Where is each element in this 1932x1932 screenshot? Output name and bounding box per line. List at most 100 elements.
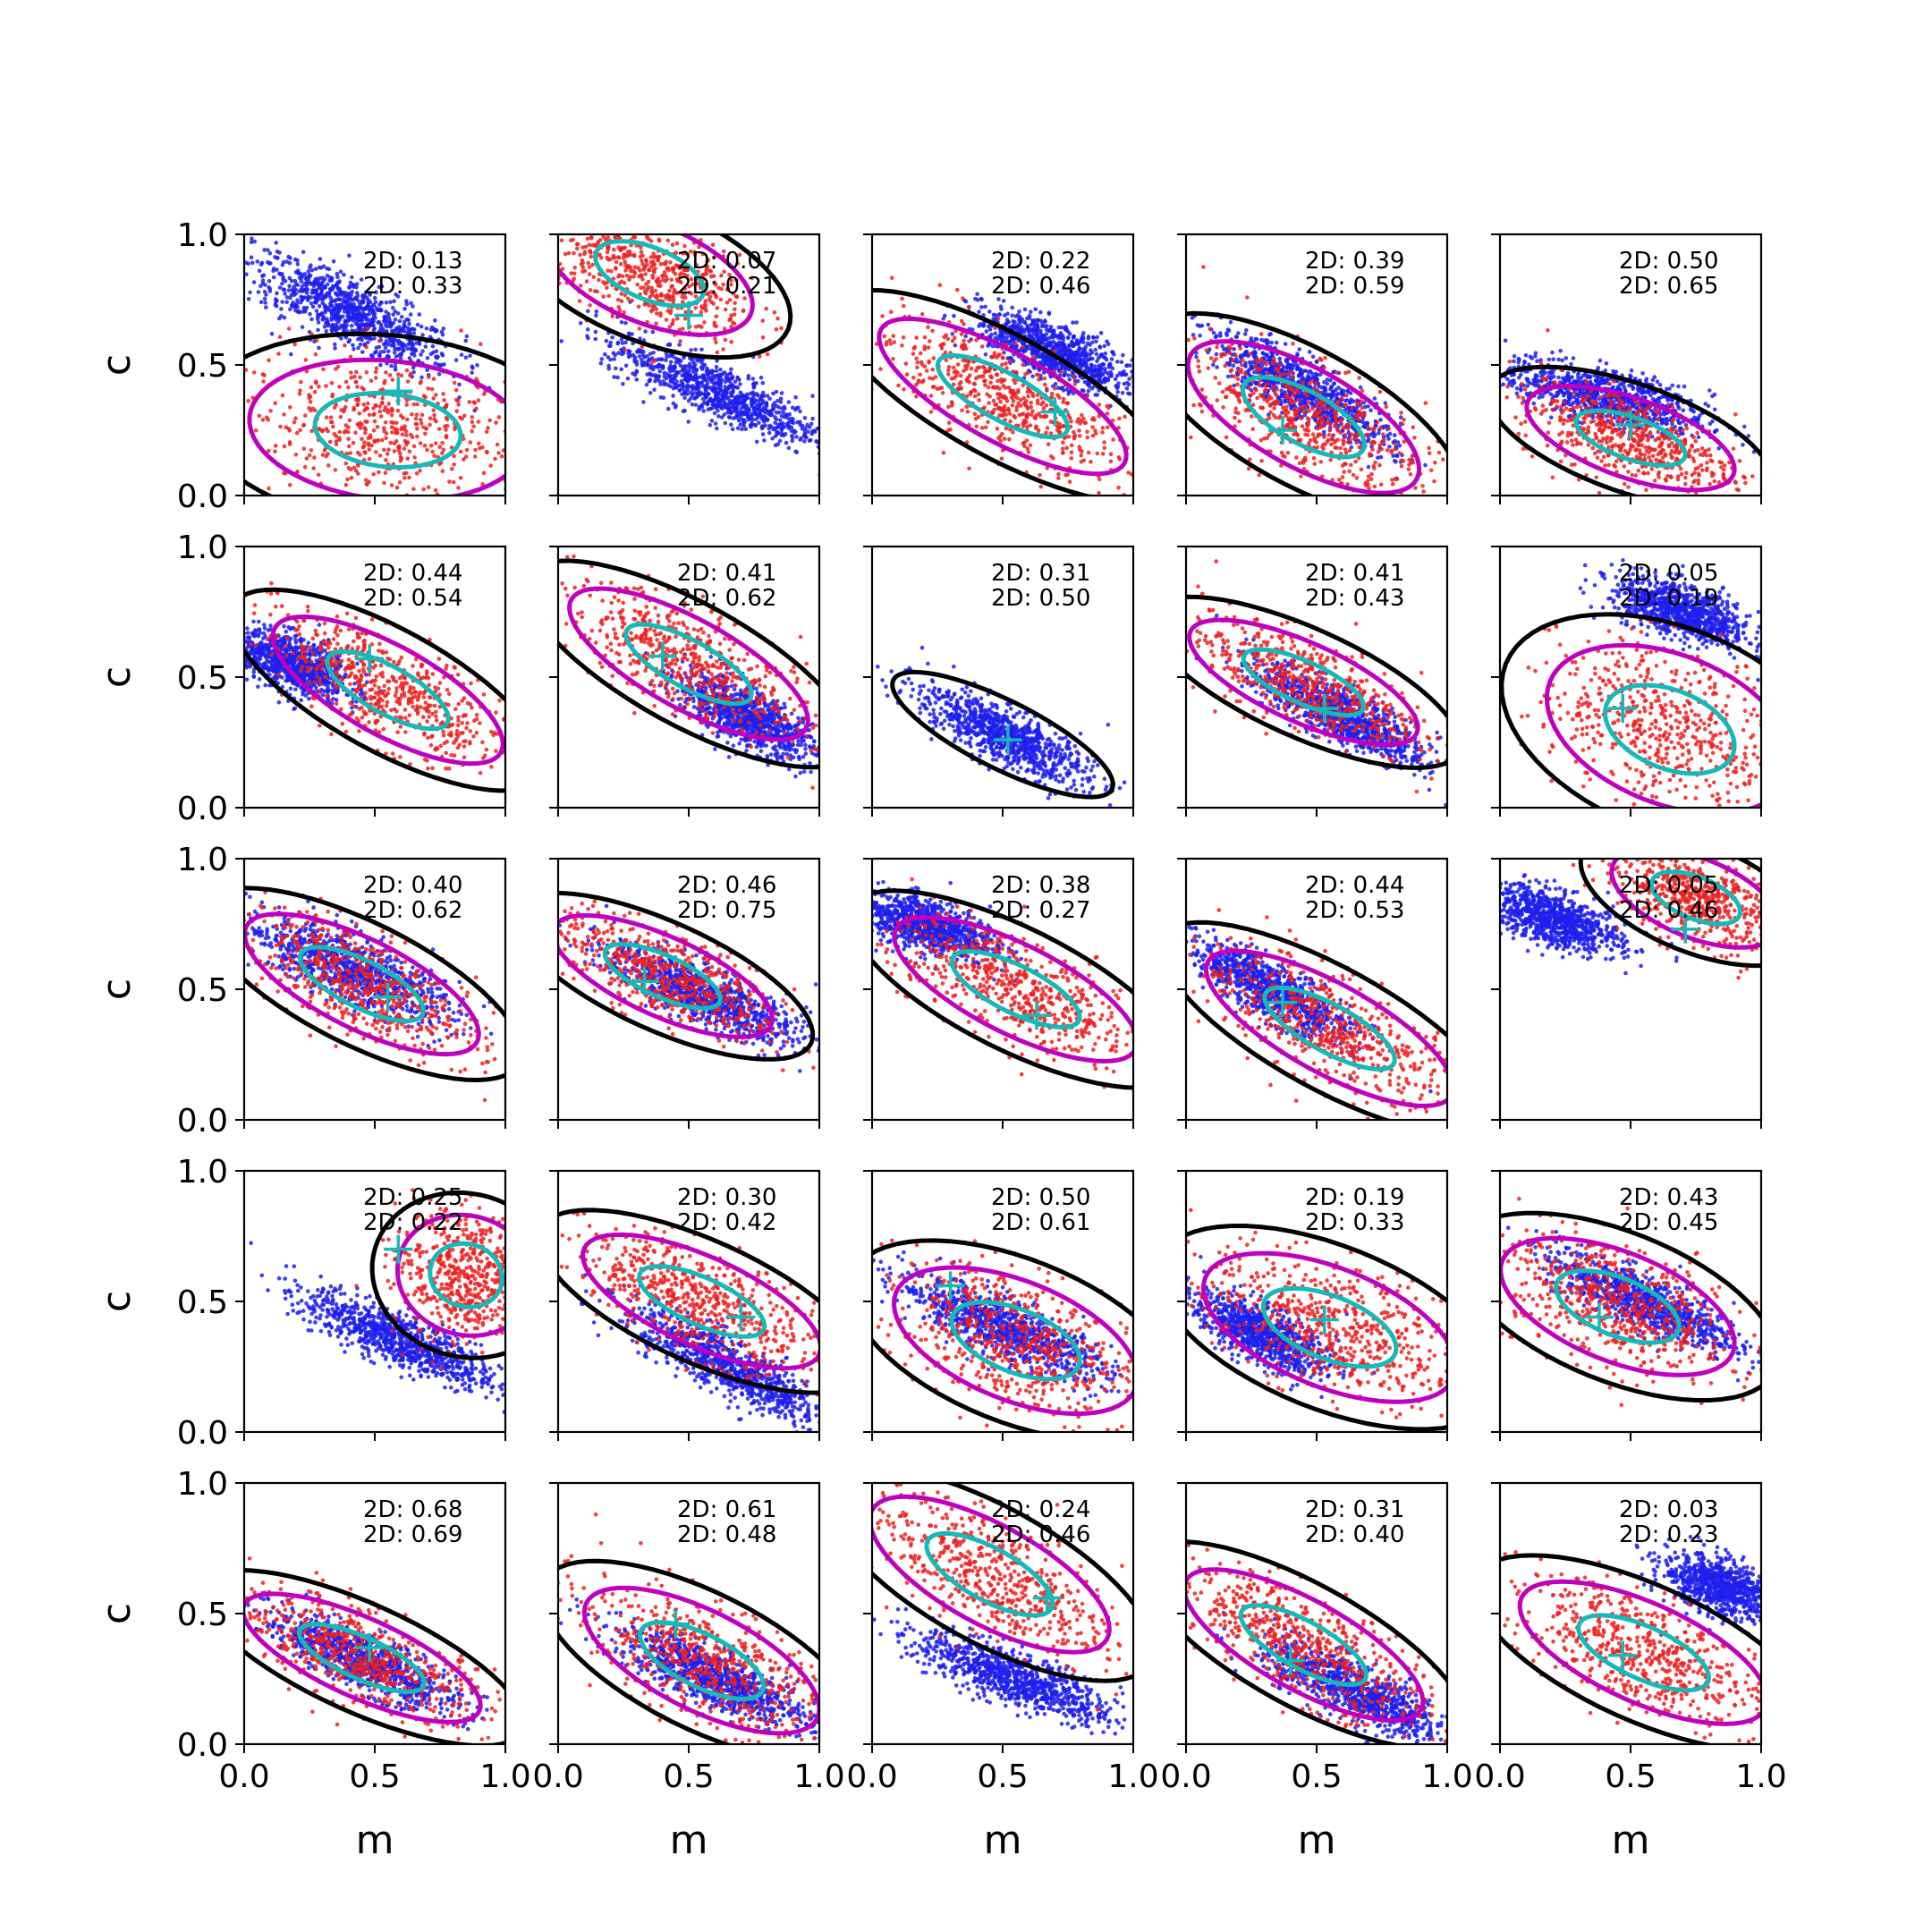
red-point <box>345 477 350 482</box>
blue-point <box>1280 411 1284 415</box>
red-point <box>953 335 957 341</box>
red-point <box>659 292 664 297</box>
red-point <box>729 313 733 318</box>
blue-point <box>1331 393 1335 398</box>
blue-point <box>1121 352 1125 358</box>
blue-point <box>292 257 298 262</box>
blue-point <box>779 428 784 432</box>
blue-point <box>981 323 986 328</box>
blue-point <box>612 375 616 379</box>
red-point <box>723 337 728 343</box>
blue-point <box>1081 336 1086 341</box>
red-point <box>462 457 466 462</box>
blue-point <box>374 290 378 295</box>
blue-point <box>796 405 801 411</box>
red-point <box>991 385 996 389</box>
blue-point <box>1242 332 1248 336</box>
red-point <box>944 333 949 338</box>
blue-point <box>345 295 350 301</box>
outer-contour <box>872 288 1133 496</box>
red-point <box>640 344 644 350</box>
blue-point <box>352 307 356 311</box>
red-point <box>419 420 424 426</box>
red-point <box>1004 412 1009 417</box>
blue-point <box>655 377 659 382</box>
red-point <box>674 241 680 246</box>
blue-point <box>356 326 361 331</box>
red-point <box>955 362 961 367</box>
blue-point <box>709 370 714 376</box>
blue-point <box>1181 316 1185 320</box>
red-point <box>487 418 492 423</box>
blue-point <box>324 329 329 334</box>
red-point <box>693 306 698 310</box>
red-point <box>1093 428 1097 433</box>
blue-point <box>1094 352 1099 357</box>
blue-point <box>681 383 685 388</box>
blue-point <box>706 372 710 377</box>
blue-point <box>644 382 649 387</box>
red-point <box>585 236 590 242</box>
blue-point <box>1033 307 1038 312</box>
red-point <box>1072 375 1076 380</box>
red-point <box>586 260 590 266</box>
blue-point <box>1376 455 1380 460</box>
blue-point <box>603 352 607 357</box>
red-point <box>919 360 924 365</box>
red-point <box>579 262 584 267</box>
blue-point <box>1100 361 1106 367</box>
red-point <box>246 398 250 403</box>
red-point <box>363 430 368 436</box>
red-point <box>389 406 394 411</box>
red-point <box>988 380 993 386</box>
blue-point <box>358 302 362 308</box>
red-point <box>967 466 971 471</box>
red-point <box>959 332 964 336</box>
blue-point <box>1052 344 1056 350</box>
blue-point <box>1091 369 1097 374</box>
red-point <box>589 234 594 240</box>
blue-point <box>643 329 648 334</box>
red-point <box>965 410 970 414</box>
blue-point <box>1010 343 1014 349</box>
red-point <box>948 428 953 432</box>
red-point <box>969 366 974 371</box>
red-point <box>697 244 701 250</box>
red-point <box>722 326 727 331</box>
red-point <box>382 480 386 486</box>
red-point <box>364 406 369 411</box>
red-point <box>697 324 701 328</box>
blue-point <box>402 329 407 334</box>
red-point <box>729 324 733 329</box>
red-point <box>432 412 436 418</box>
red-point <box>589 250 593 255</box>
blue-point <box>321 317 326 321</box>
blue-point <box>249 240 254 245</box>
blue-point <box>377 353 382 359</box>
blue-point <box>433 329 438 334</box>
red-point <box>309 385 314 390</box>
blue-point <box>786 400 792 404</box>
red-point <box>1069 419 1073 424</box>
blue-point <box>267 250 273 256</box>
blue-point <box>1215 365 1219 369</box>
red-point <box>372 394 377 399</box>
red-point <box>983 425 988 430</box>
blue-point <box>778 396 784 402</box>
red-point <box>331 424 335 429</box>
blue-point <box>470 370 474 376</box>
red-point <box>1022 444 1027 449</box>
plot-area <box>1181 265 1447 496</box>
blue-point <box>1300 375 1305 380</box>
red-point <box>1013 415 1018 420</box>
red-point <box>339 408 343 412</box>
red-point <box>620 274 625 279</box>
red-point <box>649 290 655 294</box>
red-point <box>722 269 726 275</box>
red-point <box>649 285 655 291</box>
red-point <box>332 432 337 436</box>
red-point <box>888 342 894 346</box>
blue-point <box>656 365 661 369</box>
red-point <box>940 391 945 395</box>
blue-point <box>347 338 352 343</box>
